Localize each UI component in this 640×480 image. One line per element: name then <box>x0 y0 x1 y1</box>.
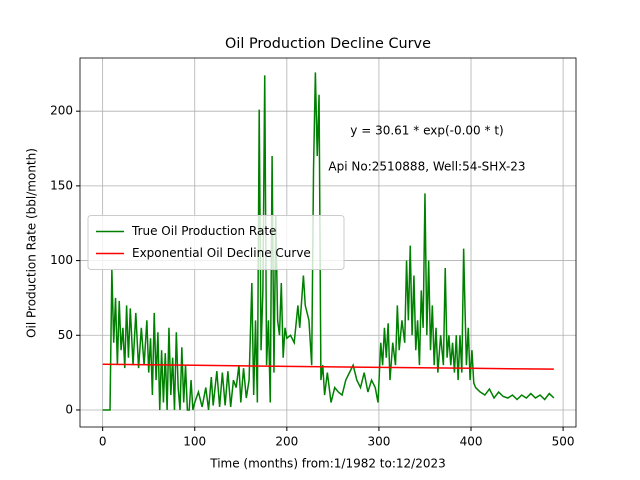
y-tick-label: 200 <box>50 104 73 118</box>
data-line <box>102 72 555 411</box>
y-tick-label: 0 <box>65 402 73 416</box>
x-axis-label: Time (months) from:1/1982 to:12/2023 <box>209 457 446 471</box>
x-tick-label: 0 <box>99 435 107 449</box>
chart-title: Oil Production Decline Curve <box>225 36 431 52</box>
y-tick-label: 100 <box>50 253 73 267</box>
x-tick-label: 300 <box>367 435 390 449</box>
y-tick-label: 150 <box>50 178 73 192</box>
y-axis-label: Oil Production Rate (bbl/month) <box>25 148 39 338</box>
legend-label: Exponential Oil Decline Curve <box>132 246 311 260</box>
axes-frame <box>79 57 577 428</box>
plot-area <box>102 72 555 411</box>
legend-label: True Oil Production Rate <box>131 224 276 238</box>
legend: True Oil Production Rate Exponential Oil … <box>87 215 345 270</box>
annotation: Api No:2510888, Well:54-SHX-23 <box>328 160 525 174</box>
x-tick-label: 500 <box>552 435 575 449</box>
legend-box <box>87 215 345 270</box>
data-line <box>102 363 554 370</box>
x-tick-label: 400 <box>460 435 483 449</box>
x-tick-label: 100 <box>183 435 206 449</box>
annotation: y = 30.61 * exp(-0.00 * t) <box>350 124 503 138</box>
x-tick-label: 200 <box>275 435 298 449</box>
y-tick-label: 50 <box>58 328 73 342</box>
